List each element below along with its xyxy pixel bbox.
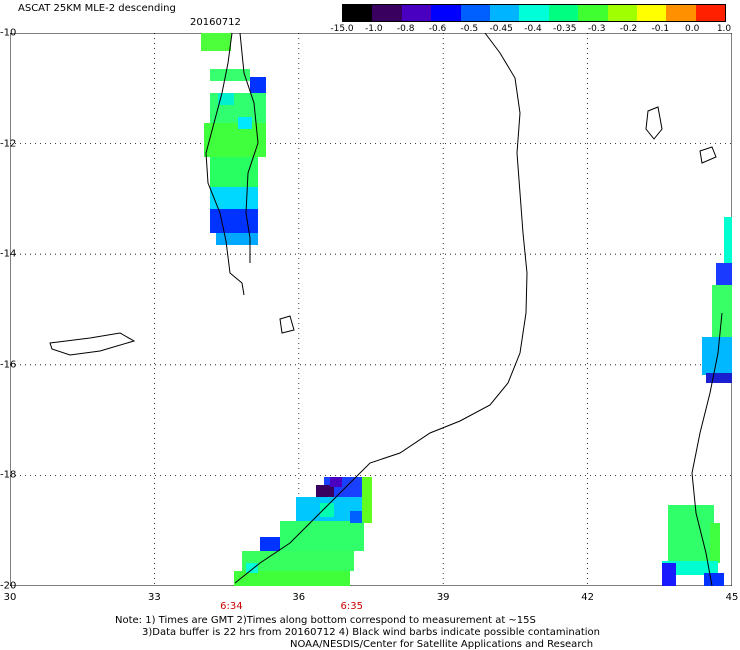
mozambique-coastline [234,33,528,584]
x-tick-label: 42 [581,592,594,603]
color-scale-swatch [460,5,490,21]
note-line-1: Note: 1) Times are GMT 2)Times along bot… [115,615,536,626]
swath-lake-malawi [201,33,266,245]
color-scale-label: -0.1 [651,24,670,34]
map-date: 20160712 [190,17,241,28]
swath-madagascar-east [702,217,732,383]
x-tick-label: 30 [3,592,17,603]
color-scale-swatch [431,5,461,21]
time-label: 6:35 [340,601,363,612]
color-scale-swatch [401,5,432,21]
y-tick-label: -12 [0,138,17,150]
note-line-3: NOAA/NESDIS/Center for Satellite Applica… [290,639,594,650]
y-tick-label: -14 [0,248,17,260]
color-scale-label: -0.35 [553,24,577,34]
swath-madagascar-south [662,505,724,586]
color-scale-swatch [695,5,725,21]
data-swaths [201,33,732,586]
color-scale-label: -15.0 [330,24,354,34]
color-scale-swatch [636,5,667,21]
color-scale-label: -0.45 [489,24,513,34]
color-scale-label: -1.0 [365,24,383,34]
color-scale-label: -0.3 [587,24,606,34]
color-scale-swatch [578,5,608,21]
color-scale-swatch [607,5,637,21]
color-scale-label: 1.0 [716,24,732,34]
y-tick-label: -16 [0,359,17,371]
color-scale-label: -0.4 [524,24,542,34]
color-scale-bar [342,4,726,22]
map-title: ASCAT 25KM MLE-2 descending [18,3,176,14]
graticule [10,33,732,586]
color-scale-swatch [489,5,520,21]
y-tick-label: -10 [0,27,17,39]
madagascar-west-coast [691,312,723,586]
x-tick-label: 45 [725,592,739,603]
island-mayotte [699,146,717,164]
island-west [49,332,136,356]
color-scale-label: -0.8 [396,24,415,34]
color-scale-label: -0.6 [428,24,447,34]
lake-malawi-west-shore [205,33,245,296]
color-scale-swatch [519,5,549,21]
map-plot [10,33,732,586]
color-scale-swatch [666,5,696,21]
color-scale-label: -0.5 [460,24,479,34]
color-scale-label: -0.2 [619,24,638,34]
island-comoros [645,106,663,140]
y-tick-label: -20 [0,580,17,592]
x-tick-label: 39 [436,592,450,603]
color-scale-swatch [548,5,579,21]
lake-malawi-east-shore [239,33,259,263]
y-tick-label: -18 [0,469,17,481]
x-tick-label: 36 [292,592,306,603]
coastlines [49,33,723,586]
x-tick-label: 33 [148,592,161,603]
swath-mozambique-coast [234,477,372,586]
islet-lake [279,315,295,334]
color-scale-label: 0.0 [684,24,700,34]
note-line-2: 3)Data buffer is 22 hrs from 20160712 4)… [142,627,600,638]
time-label: 6:34 [220,601,243,612]
color-scale-swatch [372,5,402,21]
color-scale-swatch [343,5,373,21]
